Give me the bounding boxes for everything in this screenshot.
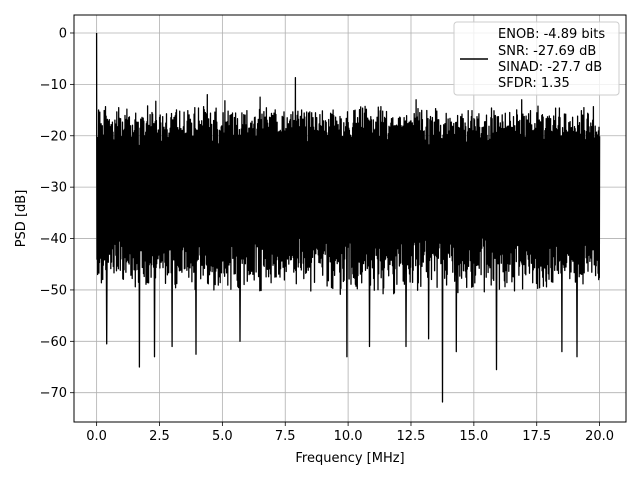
psd-series-line [95, 32, 601, 403]
y-tick-label: −10 [40, 78, 67, 93]
x-tick-label: 15.0 [459, 429, 488, 444]
y-tick-label: −70 [40, 386, 67, 401]
legend-box [453, 21, 620, 96]
x-axis-ticks: 0.0 2.5 5.0 7.5 10.0 12.5 15.0 17.5 20.0 [86, 422, 614, 444]
y-tick-label: −60 [40, 335, 67, 350]
y-axis-ticks: 0 −10 −20 −30 −40 −50 −60 −70 [40, 26, 74, 401]
x-tick-label: 2.5 [149, 429, 170, 444]
legend-entry-enob: ENOB: -4.89 bits [498, 27, 605, 42]
y-tick-label: −20 [40, 129, 67, 144]
y-tick-label: −40 [40, 232, 67, 247]
x-tick-label: 10.0 [334, 429, 363, 444]
axes-frame [73, 14, 627, 423]
x-tick-label: 0.0 [86, 429, 107, 444]
x-axis-label: Frequency [MHz] [295, 451, 404, 466]
legend-entry-snr: SNR: -27.69 dB [498, 44, 596, 59]
legend: ENOB: -4.89 bits SNR: -27.69 dB SINAD: -… [453, 21, 620, 96]
x-tick-label: 17.5 [522, 429, 551, 444]
x-tick-label: 7.5 [275, 429, 296, 444]
plot-area [95, 32, 601, 403]
legend-entry-sinad: SINAD: -27.7 dB [498, 60, 602, 75]
x-tick-label: 20.0 [585, 429, 614, 444]
x-tick-label: 12.5 [397, 429, 426, 444]
y-tick-label: −30 [40, 181, 67, 196]
y-tick-label: 0 [59, 26, 67, 41]
y-axis-label: PSD [dB] [14, 190, 29, 248]
y-tick-label: −50 [40, 283, 67, 298]
legend-entry-sfdr: SFDR: 1.35 [498, 76, 570, 91]
x-tick-label: 5.0 [212, 429, 233, 444]
